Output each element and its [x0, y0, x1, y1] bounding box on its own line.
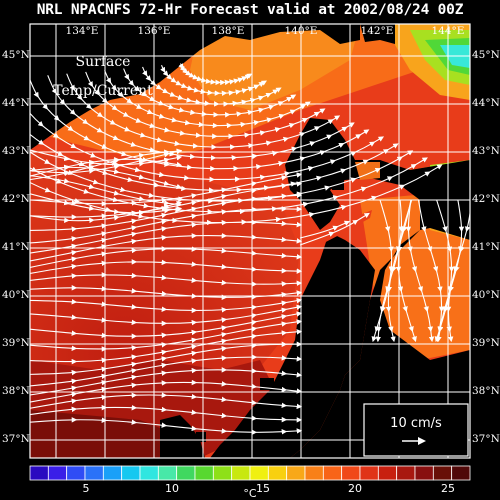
colorbar-swatch	[341, 465, 361, 481]
colorbar-swatch	[194, 465, 214, 481]
map-title: NRL NPACNFS 72-Hr Forecast valid at 2002…	[36, 2, 464, 18]
streamline	[30, 246, 303, 268]
colorbar-unit: °C	[243, 487, 257, 500]
latitude-label-left: 42°N	[2, 193, 30, 205]
streamline	[299, 212, 370, 246]
latitude-label-right: 37°N	[472, 433, 500, 445]
latitude-labels-right: 45°N 44°N 43°N 42°N 41°N 40°N 39°N 38°N 37°N	[472, 49, 500, 445]
colorbar-tick-label: 5	[83, 482, 90, 495]
longitude-label: 140°E	[285, 25, 318, 37]
colorbar-swatch	[267, 465, 288, 481]
colorbar-swatch	[249, 465, 269, 481]
colorbar-swatch	[286, 465, 306, 481]
colorbar-swatch	[322, 465, 343, 481]
colorbar-swatch	[139, 465, 159, 481]
colorbar-swatch	[176, 465, 196, 481]
colorbar-swatch	[212, 465, 233, 481]
colorbar-swatch	[47, 465, 68, 481]
latitude-label-left: 41°N	[2, 241, 30, 253]
latitude-label-left: 39°N	[2, 337, 30, 349]
longitude-label: 134°E	[66, 25, 99, 37]
scale-box: 10 cm/s	[363, 403, 469, 457]
land-island-oki	[196, 432, 206, 442]
temperature-colorbar	[29, 465, 471, 481]
colorbar-swatch	[396, 465, 416, 481]
latitude-label-right: 44°N	[472, 97, 500, 109]
colorbar-tick-label: 25	[441, 482, 455, 495]
latitude-label-right: 39°N	[472, 337, 500, 349]
land-honshu	[210, 200, 375, 458]
streamline	[30, 259, 303, 275]
latitude-labels-left: 45°N 44°N 43°N 42°N 41°N 40°N 39°N 38°N 37°N	[2, 49, 30, 445]
colorbar-swatch	[66, 465, 86, 481]
colorbar-swatch	[84, 465, 104, 481]
scale-label: 10 cm/s	[390, 416, 442, 431]
colorbar-swatch	[29, 465, 49, 481]
land-asia-ne	[360, 24, 395, 44]
longitude-label: 136°E	[138, 25, 171, 37]
colorbar-swatch	[102, 465, 123, 481]
map-field	[30, 24, 470, 458]
layer-label-line2: Temp/Current	[53, 83, 153, 99]
colorbar-tick-labels: 5 10 15 20 25	[83, 482, 456, 495]
colorbar-swatch	[359, 465, 379, 481]
longitude-labels: 134°E 136°E 138°E 140°E 142°E 144°E	[66, 25, 465, 37]
colorbar-swatch	[157, 465, 178, 481]
colorbar-tick-label: 15	[256, 482, 270, 495]
latitude-label-right: 38°N	[472, 385, 500, 397]
latitude-label-right: 45°N	[472, 49, 500, 61]
latitude-label-right: 42°N	[472, 193, 500, 205]
arrow-right-icon	[402, 437, 426, 445]
latitude-label-left: 40°N	[2, 289, 30, 301]
colorbar-swatch	[231, 465, 251, 481]
colorbar-swatch	[121, 465, 141, 481]
streamline	[30, 200, 183, 224]
streamline	[30, 272, 303, 287]
streamline	[30, 392, 303, 410]
colorbar-swatch	[414, 465, 434, 481]
latitude-label-left: 38°N	[2, 385, 30, 397]
lat-lon-grid	[30, 24, 470, 458]
latitude-label-left: 37°N	[2, 433, 30, 445]
latitude-label-right: 40°N	[472, 289, 500, 301]
colorbar-swatch	[432, 465, 453, 481]
colorbar-swatch	[304, 465, 324, 481]
latitude-label-left: 44°N	[2, 97, 30, 109]
longitude-label: 144°E	[432, 25, 465, 37]
latitude-label-right: 43°N	[472, 145, 500, 157]
layer-label-line1: Surface	[76, 54, 131, 70]
longitude-label: 138°E	[212, 25, 245, 37]
colorbar-tick-label: 10	[165, 482, 179, 495]
streamline	[30, 417, 303, 436]
longitude-label: 142°E	[361, 25, 394, 37]
latitude-label-right: 41°N	[472, 241, 500, 253]
map-border	[29, 23, 471, 459]
colorbar-swatch	[451, 465, 471, 481]
colorbar-tick-label: 20	[348, 482, 362, 495]
latitude-label-left: 43°N	[2, 145, 30, 157]
streamline	[30, 285, 303, 301]
streamline	[299, 220, 351, 239]
colorbar-swatch	[377, 465, 398, 481]
latitude-label-left: 45°N	[2, 49, 30, 61]
